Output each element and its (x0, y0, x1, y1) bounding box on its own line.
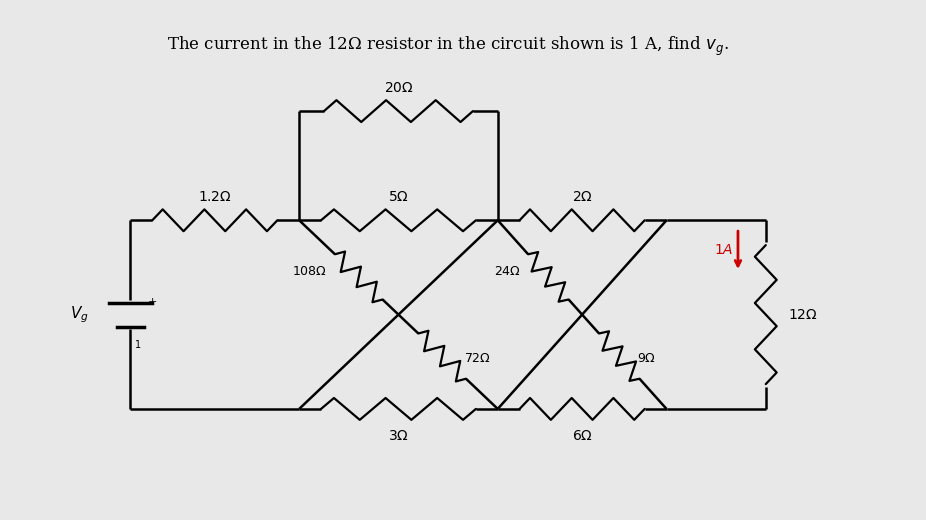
Text: $6\Omega$: $6\Omega$ (571, 429, 593, 443)
Text: $1A$: $1A$ (714, 243, 733, 257)
Text: $108\Omega$: $108\Omega$ (292, 265, 327, 278)
Text: $72\Omega$: $72\Omega$ (464, 352, 491, 365)
Text: $24\Omega$: $24\Omega$ (494, 265, 520, 278)
Text: $9\Omega$: $9\Omega$ (637, 352, 657, 365)
Text: The current in the 12Ω resistor in the circuit shown is 1 A, find $v_g$.: The current in the 12Ω resistor in the c… (168, 35, 729, 58)
Text: $3\Omega$: $3\Omega$ (388, 429, 409, 443)
Text: $5\Omega$: $5\Omega$ (388, 190, 409, 204)
Text: $1.2\Omega$: $1.2\Omega$ (198, 190, 232, 204)
Text: $+$: $+$ (147, 296, 157, 307)
Text: $1$: $1$ (134, 339, 142, 350)
Text: $12\Omega$: $12\Omega$ (788, 308, 818, 321)
Text: $V_g$: $V_g$ (70, 304, 89, 325)
Text: $20\Omega$: $20\Omega$ (383, 81, 413, 95)
Text: $2\Omega$: $2\Omega$ (571, 190, 593, 204)
